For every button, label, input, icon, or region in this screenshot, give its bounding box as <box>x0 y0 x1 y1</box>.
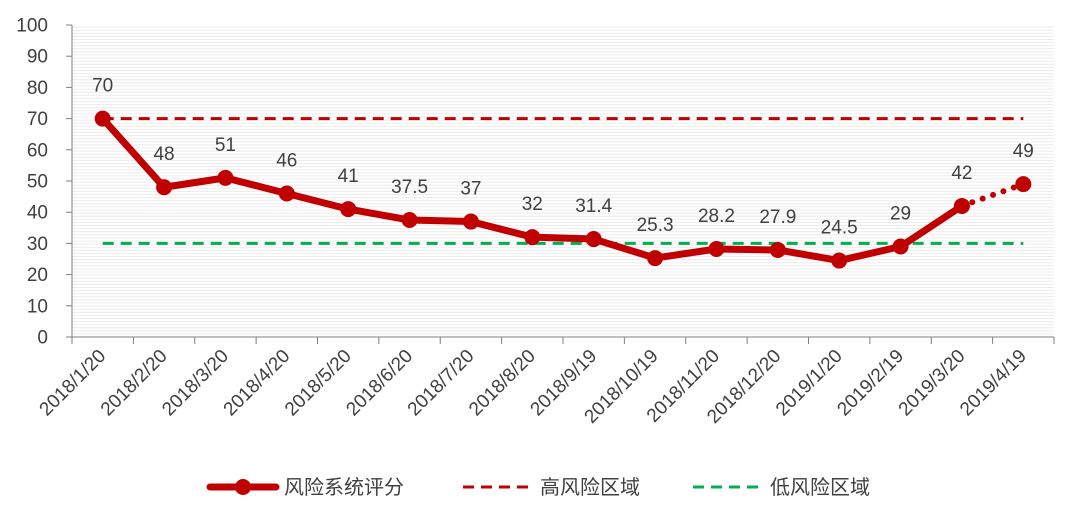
data-point <box>585 231 602 248</box>
x-axis-ticks: 2018/1/202018/2/202018/3/202018/4/202018… <box>36 346 1031 428</box>
data-point <box>1015 176 1032 193</box>
legend-label-low: 低风险区域 <box>770 476 870 499</box>
y-tick-label: 40 <box>27 203 48 224</box>
x-tick-label: 2019/4/19 <box>956 346 1031 421</box>
data-label: 29 <box>890 204 911 225</box>
y-tick-label: 60 <box>27 140 48 161</box>
reference-lines <box>102 117 1024 245</box>
gridlines <box>72 26 1054 335</box>
data-point <box>94 110 111 127</box>
x-tick-label: 2018/6/20 <box>342 346 417 421</box>
x-tick-label: 2019/2/19 <box>833 346 908 421</box>
x-tick-label: 2018/3/20 <box>158 346 233 421</box>
y-axis-ticks: 0 10 20 30 40 50 60 70 80 90 100 <box>16 16 48 349</box>
data-point <box>462 213 479 230</box>
data-label: 28.2 <box>698 206 735 227</box>
x-tick-label: 2018/5/20 <box>281 346 356 421</box>
data-labels: 70 48 51 46 41 37.5 37 32 31.4 25.3 28.2 27.9 24.5 29… <box>92 76 1034 239</box>
legend-label-score: 风险系统评分 <box>284 476 404 499</box>
data-label: 32 <box>522 194 543 215</box>
y-tick-label: 20 <box>27 265 48 286</box>
data-point <box>524 229 541 246</box>
data-point <box>892 238 909 255</box>
data-label: 46 <box>276 150 297 171</box>
data-point <box>831 252 848 269</box>
data-label: 49 <box>1013 141 1034 162</box>
legend-marker-score <box>235 479 251 495</box>
data-label: 24.5 <box>821 218 858 239</box>
y-tick-label: 90 <box>27 47 48 68</box>
data-point <box>953 197 970 214</box>
score-line-projected <box>958 181 1027 209</box>
series-line <box>99 115 1027 265</box>
x-tick-label: 2019/3/20 <box>895 346 970 421</box>
y-tick-label: 70 <box>27 109 48 130</box>
data-label: 27.9 <box>759 207 796 228</box>
data-point <box>401 212 418 228</box>
data-label: 31.4 <box>575 196 612 217</box>
data-label: 25.3 <box>637 215 674 236</box>
data-point <box>769 241 786 258</box>
data-point <box>156 179 173 196</box>
data-point <box>217 169 234 186</box>
axes <box>66 24 1055 344</box>
x-tick-label: 2018/1/20 <box>36 346 111 421</box>
y-tick-label: 100 <box>16 16 48 37</box>
y-tick-label: 30 <box>27 234 48 255</box>
data-label: 51 <box>215 135 236 156</box>
data-label: 37.5 <box>391 177 428 198</box>
data-point <box>708 241 725 258</box>
data-point <box>647 250 664 267</box>
x-tick-label: 2018/4/20 <box>220 346 295 421</box>
data-point <box>340 201 357 218</box>
data-label: 48 <box>153 144 174 165</box>
data-point <box>278 185 295 202</box>
data-label: 41 <box>338 166 359 187</box>
data-label: 42 <box>951 163 972 184</box>
series-points <box>94 110 1032 269</box>
x-tick-label: 2019/1/20 <box>772 346 847 421</box>
y-tick-label: 0 <box>37 328 48 349</box>
y-tick-label: 10 <box>27 296 48 317</box>
legend-label-high: 高风险区域 <box>540 476 640 499</box>
x-tick-label: 2018/7/20 <box>404 346 479 421</box>
data-label: 70 <box>92 76 113 97</box>
x-tick-label: 2018/2/20 <box>97 346 172 421</box>
legend: 风险系统评分 高风险区域 低风险区域 <box>206 476 870 499</box>
data-label: 37 <box>460 179 481 200</box>
y-tick-label: 80 <box>27 78 48 99</box>
y-tick-label: 50 <box>27 172 48 193</box>
x-tick-label: 2018/8/20 <box>465 346 540 421</box>
